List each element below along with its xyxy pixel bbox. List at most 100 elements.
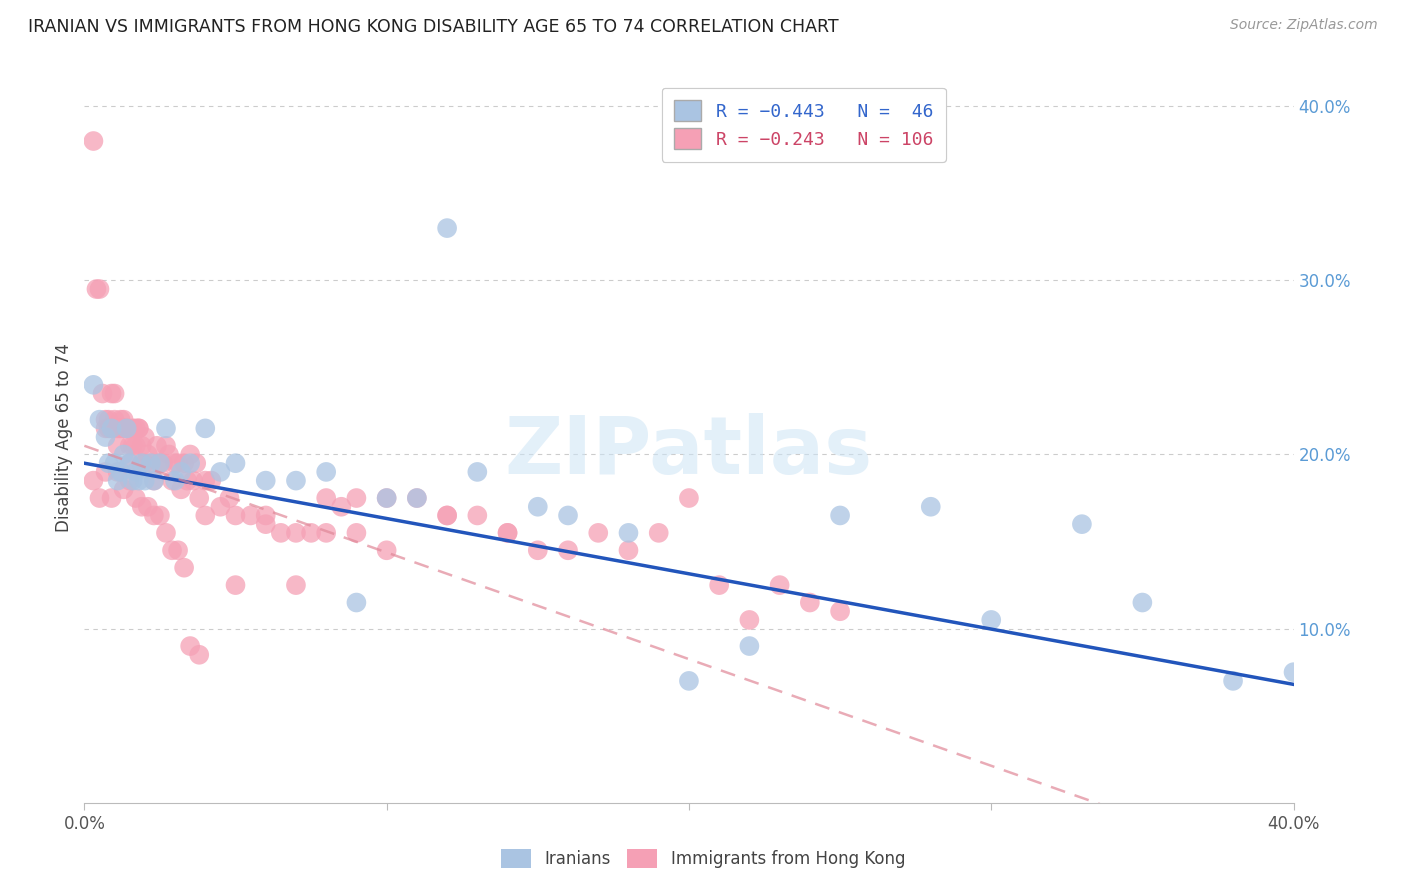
Point	[1222, 673, 1244, 688]
Point	[330, 500, 353, 514]
Point	[155, 525, 177, 540]
Point	[194, 508, 217, 523]
Point	[136, 500, 159, 514]
Point	[1282, 665, 1305, 680]
Point	[128, 474, 150, 488]
Point	[104, 412, 127, 426]
Point	[91, 386, 114, 401]
Point	[173, 456, 195, 470]
Point	[769, 578, 792, 592]
Point	[118, 456, 141, 470]
Point	[142, 508, 165, 523]
Text: ZIPatlas: ZIPatlas	[505, 413, 873, 491]
Point	[125, 421, 148, 435]
Point	[121, 421, 143, 435]
Point	[165, 474, 187, 488]
Point	[406, 491, 429, 505]
Point	[496, 525, 519, 540]
Legend: Iranians, Immigrants from Hong Kong: Iranians, Immigrants from Hong Kong	[495, 843, 911, 875]
Point	[107, 465, 129, 479]
Point	[285, 578, 308, 592]
Point	[94, 465, 117, 479]
Point	[107, 439, 129, 453]
Point	[118, 439, 141, 453]
Point	[527, 543, 550, 558]
Point	[110, 412, 132, 426]
Point	[112, 412, 135, 426]
Point	[375, 491, 398, 505]
Point	[194, 421, 217, 435]
Point	[375, 491, 398, 505]
Point	[557, 543, 579, 558]
Point	[617, 525, 640, 540]
Point	[179, 639, 201, 653]
Point	[225, 508, 247, 523]
Point	[176, 474, 198, 488]
Point	[112, 483, 135, 497]
Point	[225, 456, 247, 470]
Point	[121, 474, 143, 488]
Point	[100, 421, 122, 435]
Point	[254, 517, 277, 532]
Point	[128, 421, 150, 435]
Point	[346, 525, 368, 540]
Point	[678, 491, 700, 505]
Point	[170, 483, 193, 497]
Point	[799, 595, 821, 609]
Point	[200, 474, 222, 488]
Point	[131, 439, 153, 453]
Point	[209, 500, 232, 514]
Point	[557, 508, 579, 523]
Point	[149, 456, 172, 470]
Point	[239, 508, 262, 523]
Point	[94, 412, 117, 426]
Point	[285, 525, 308, 540]
Point	[218, 491, 240, 505]
Point	[139, 456, 162, 470]
Point	[173, 560, 195, 574]
Point	[110, 421, 132, 435]
Point	[496, 525, 519, 540]
Point	[467, 508, 489, 523]
Point	[149, 456, 172, 470]
Point	[160, 474, 183, 488]
Point	[254, 508, 277, 523]
Point	[980, 613, 1002, 627]
Point	[146, 439, 169, 453]
Point	[107, 474, 129, 488]
Point	[270, 525, 292, 540]
Point	[82, 134, 104, 148]
Point	[100, 386, 122, 401]
Point	[118, 456, 141, 470]
Point	[112, 448, 135, 462]
Point	[179, 448, 201, 462]
Point	[209, 465, 232, 479]
Point	[107, 421, 129, 435]
Point	[188, 491, 211, 505]
Point	[1130, 595, 1153, 609]
Point	[165, 456, 187, 470]
Point	[648, 525, 671, 540]
Point	[89, 491, 111, 505]
Point	[617, 543, 640, 558]
Point	[170, 465, 193, 479]
Point	[118, 474, 141, 488]
Point	[134, 430, 156, 444]
Point	[131, 456, 153, 470]
Point	[94, 421, 117, 435]
Point	[86, 282, 108, 296]
Point	[152, 456, 174, 470]
Point	[142, 474, 165, 488]
Legend: R = −0.443   N =  46, R = −0.243   N = 106: R = −0.443 N = 46, R = −0.243 N = 106	[662, 87, 946, 162]
Text: IRANIAN VS IMMIGRANTS FROM HONG KONG DISABILITY AGE 65 TO 74 CORRELATION CHART: IRANIAN VS IMMIGRANTS FROM HONG KONG DIS…	[28, 18, 839, 36]
Point	[97, 412, 120, 426]
Point	[115, 421, 138, 435]
Point	[467, 465, 489, 479]
Point	[678, 673, 700, 688]
Text: Source: ZipAtlas.com: Source: ZipAtlas.com	[1230, 18, 1378, 32]
Point	[112, 421, 135, 435]
Point	[115, 421, 138, 435]
Point	[125, 491, 148, 505]
Point	[179, 456, 201, 470]
Point	[346, 595, 368, 609]
